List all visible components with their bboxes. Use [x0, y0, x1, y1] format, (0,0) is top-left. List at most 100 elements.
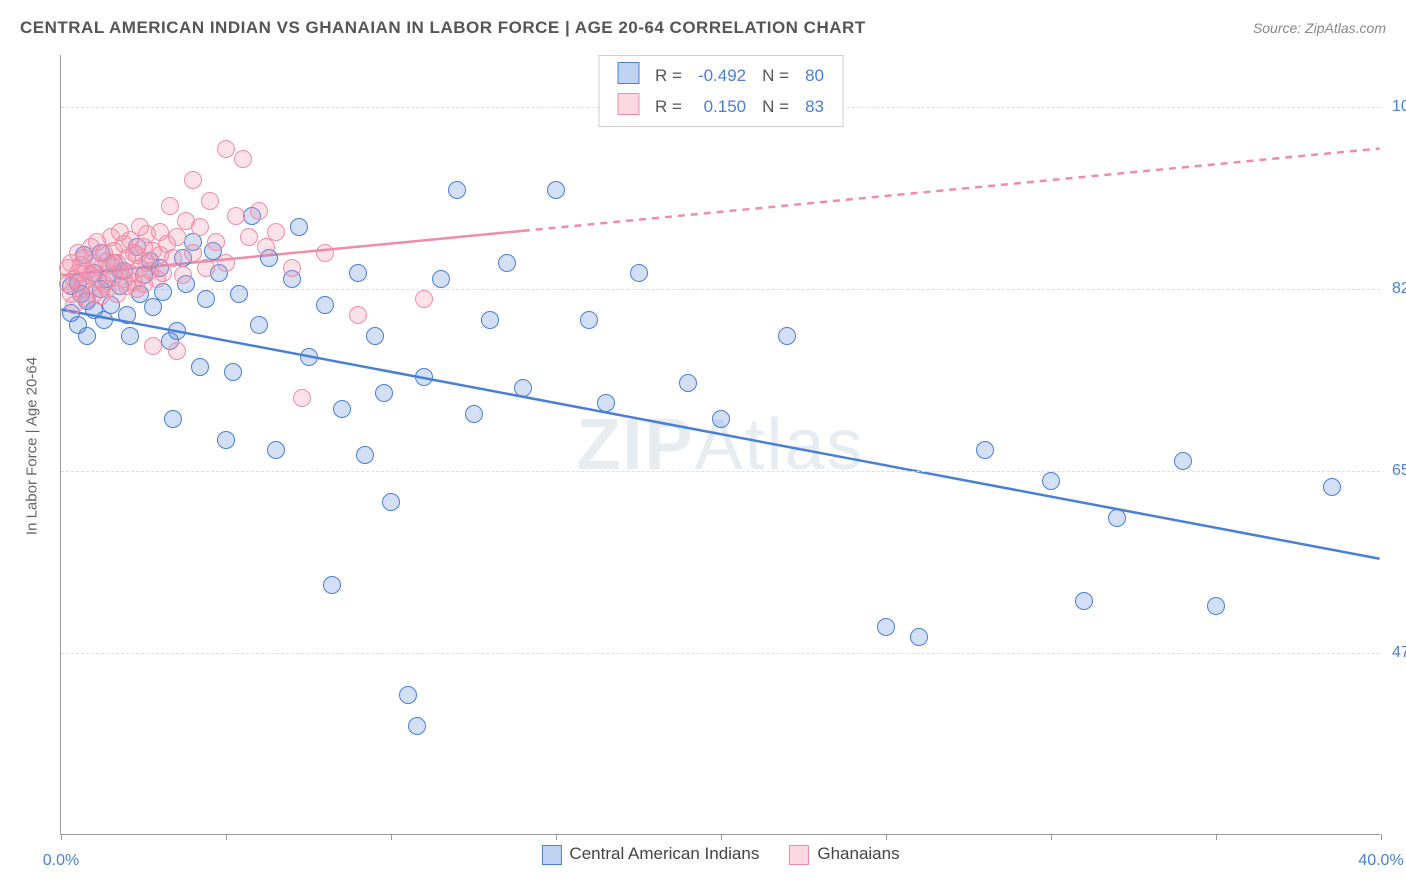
data-point [267, 223, 285, 241]
data-point [778, 327, 796, 345]
data-point [168, 228, 186, 246]
data-point [547, 181, 565, 199]
data-point [910, 628, 928, 646]
data-point [184, 171, 202, 189]
data-point [333, 400, 351, 418]
ytick-label: 82.5% [1392, 280, 1406, 298]
data-point [257, 238, 275, 256]
data-point [498, 254, 516, 272]
xtick-label: 0.0% [43, 852, 79, 870]
data-point [267, 441, 285, 459]
data-point [356, 446, 374, 464]
data-point [224, 363, 242, 381]
legend-n-value: 83 [797, 91, 832, 122]
data-point [197, 259, 215, 277]
data-point [1108, 509, 1126, 527]
data-point [432, 270, 450, 288]
watermark-bold: ZIP [576, 405, 694, 485]
xtick-label: 40.0% [1358, 852, 1403, 870]
data-point [217, 431, 235, 449]
data-point [207, 233, 225, 251]
data-point [78, 327, 96, 345]
data-point [234, 150, 252, 168]
data-point [184, 244, 202, 262]
data-point [144, 337, 162, 355]
legend-swatch [617, 93, 639, 115]
ytick-label: 100.0% [1392, 98, 1406, 116]
data-point [191, 218, 209, 236]
data-point [95, 311, 113, 329]
regression-lines [61, 55, 1380, 834]
data-point [349, 264, 367, 282]
data-point [121, 327, 139, 345]
legend-r-label: R = [647, 60, 690, 91]
legend-swatch [789, 845, 809, 865]
data-point [597, 394, 615, 412]
data-point [366, 327, 384, 345]
data-point [1075, 592, 1093, 610]
legend-item: Central American Indians [541, 844, 759, 865]
legend-label: Ghanaians [817, 844, 899, 863]
xtick [886, 834, 887, 840]
data-point [1323, 478, 1341, 496]
data-point [300, 348, 318, 366]
data-point [349, 306, 367, 324]
data-point [448, 181, 466, 199]
data-point [230, 285, 248, 303]
data-point [679, 374, 697, 392]
data-point [161, 197, 179, 215]
data-point [408, 717, 426, 735]
y-axis-label: In Labor Force | Age 20-64 [24, 357, 41, 535]
data-point [316, 296, 334, 314]
source-credit: Source: ZipAtlas.com [1253, 20, 1386, 36]
xtick [61, 834, 62, 840]
data-point [514, 379, 532, 397]
data-point [580, 311, 598, 329]
xtick [226, 834, 227, 840]
legend-item: Ghanaians [789, 844, 899, 865]
series-legend: Central American Indians Ghanaians [541, 844, 899, 865]
scatter-plot: ZIPAtlas R =-0.492N =80R =0.150N =83 Cen… [60, 55, 1380, 835]
data-point [630, 264, 648, 282]
xtick [1216, 834, 1217, 840]
ytick-label: 47.5% [1392, 644, 1406, 662]
data-point [240, 228, 258, 246]
legend-n-value: 80 [797, 60, 832, 91]
data-point [217, 140, 235, 158]
data-point [168, 322, 186, 340]
data-point [227, 207, 245, 225]
data-point [293, 389, 311, 407]
data-point [399, 686, 417, 704]
data-point [197, 290, 215, 308]
legend-r-label: R = [647, 91, 690, 122]
data-point [283, 259, 301, 277]
xtick [1051, 834, 1052, 840]
chart-title: CENTRAL AMERICAN INDIAN VS GHANAIAN IN L… [20, 18, 866, 38]
legend-n-label: N = [754, 91, 797, 122]
data-point [250, 202, 268, 220]
gridline-h [61, 471, 1380, 472]
gridline-h [61, 653, 1380, 654]
correlation-legend: R =-0.492N =80R =0.150N =83 [598, 55, 843, 127]
data-point [316, 244, 334, 262]
xtick [556, 834, 557, 840]
data-point [415, 290, 433, 308]
ytick-label: 65.0% [1392, 462, 1406, 480]
data-point [191, 358, 209, 376]
legend-label: Central American Indians [569, 844, 759, 863]
data-point [712, 410, 730, 428]
data-point [154, 264, 172, 282]
data-point [375, 384, 393, 402]
data-point [1207, 597, 1225, 615]
legend-row: R =0.150N =83 [609, 91, 832, 122]
data-point [1174, 452, 1192, 470]
data-point [168, 342, 186, 360]
title-bar: CENTRAL AMERICAN INDIAN VS GHANAIAN IN L… [20, 18, 1386, 38]
source-link[interactable]: ZipAtlas.com [1305, 20, 1386, 36]
data-point [164, 410, 182, 428]
data-point [465, 405, 483, 423]
legend-swatch [541, 845, 561, 865]
legend-r-value: 0.150 [690, 91, 754, 122]
data-point [1042, 472, 1060, 490]
data-point [323, 576, 341, 594]
